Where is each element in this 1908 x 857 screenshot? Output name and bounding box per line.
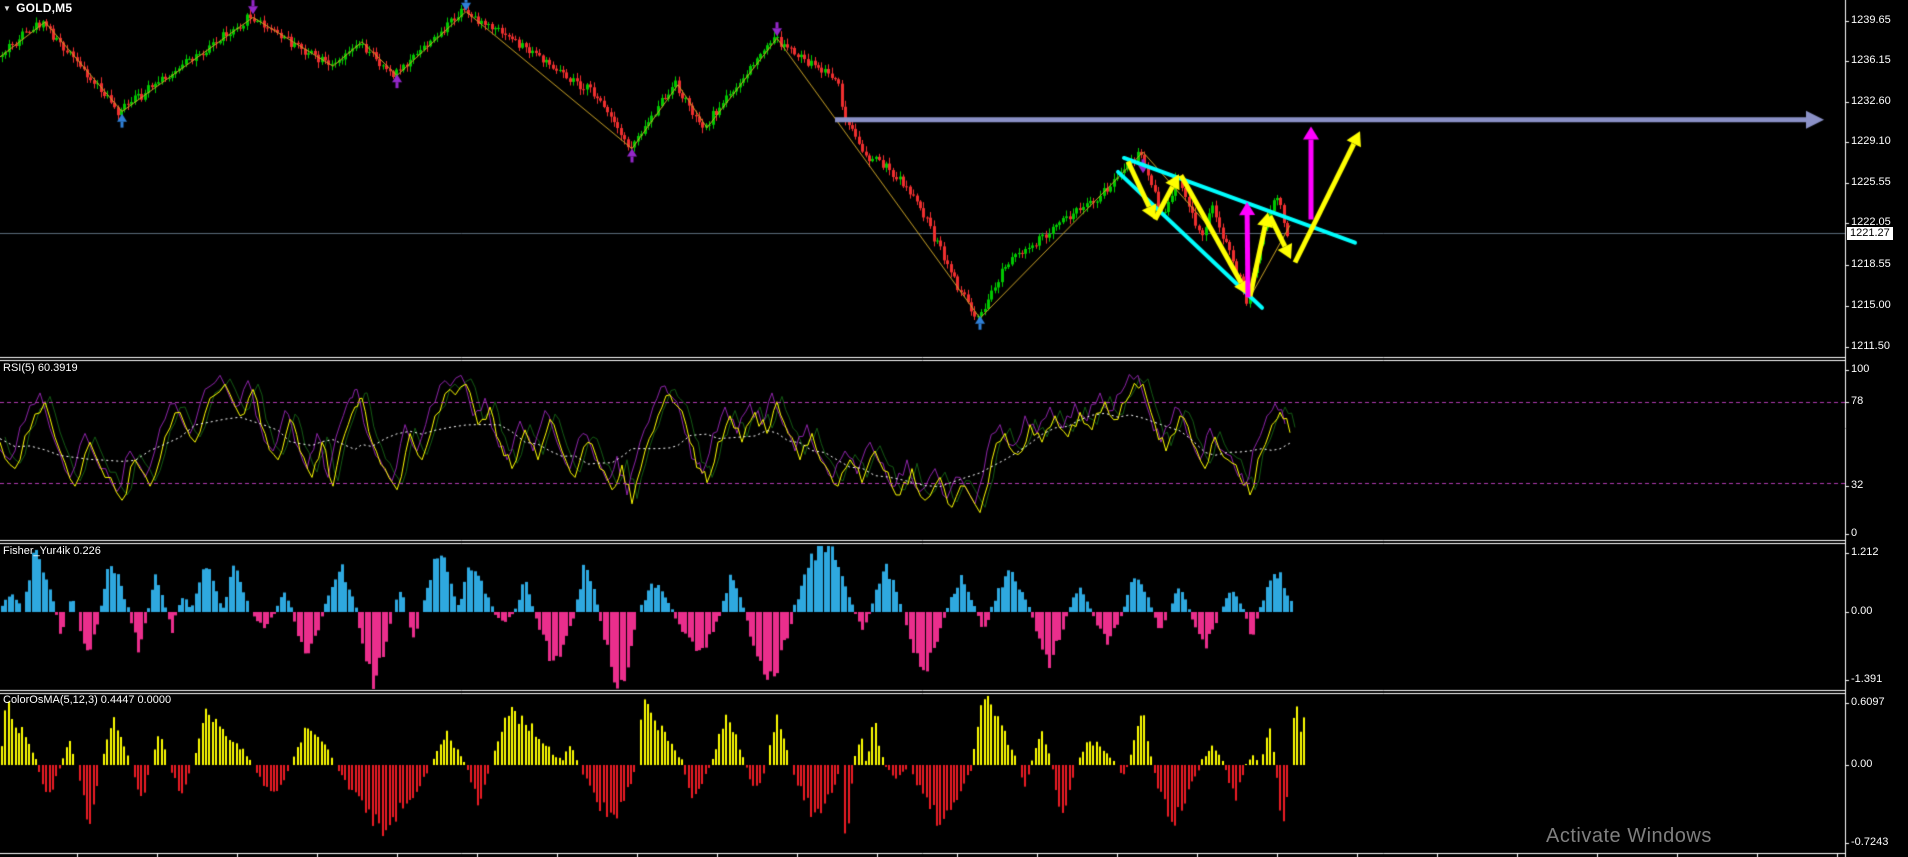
axis-label: 0.00 <box>1851 758 1873 770</box>
axis-label: 32 <box>1851 479 1864 491</box>
axis-label: 1236.15 <box>1851 54 1891 66</box>
axis-label: 1239.65 <box>1851 14 1891 26</box>
axis-label: 1.212 <box>1851 546 1879 558</box>
rsi-indicator-label: RSI(5) 60.3919 <box>3 362 78 374</box>
fisher-indicator-label: Fisher_Yur4ik 0.226 <box>3 545 101 557</box>
axis-label: 1218.55 <box>1851 258 1891 270</box>
axis-label: 0.6097 <box>1851 696 1885 708</box>
activate-windows-watermark: Activate Windows <box>1546 825 1712 847</box>
axis-label: 1211.50 <box>1851 340 1890 352</box>
axis-label: 100 <box>1851 363 1870 375</box>
symbol-timeframe-text: GOLD,M5 <box>16 1 73 15</box>
symbol-label[interactable]: ▼ GOLD,M5 <box>3 1 72 15</box>
axis-label: 1225.55 <box>1851 176 1891 188</box>
chevron-down-icon[interactable]: ▼ <box>3 3 12 13</box>
current-price-box: 1221.27 <box>1847 227 1893 240</box>
axis-label: 1229.10 <box>1851 135 1891 147</box>
axis-label: 1222.05 <box>1851 216 1891 228</box>
axis-label: 1215.00 <box>1851 299 1891 311</box>
axis-label: 0.00 <box>1851 605 1873 617</box>
axis-label: 78 <box>1851 395 1864 407</box>
axis-label: 1232.60 <box>1851 95 1891 107</box>
axis-label: -1.391 <box>1851 673 1883 685</box>
axis-label: 0 <box>1851 527 1858 539</box>
osma-indicator-label: ColorOsMA(5,12,3) 0.4447 0.0000 <box>3 694 172 706</box>
axis-label: -0.7243 <box>1851 836 1889 848</box>
